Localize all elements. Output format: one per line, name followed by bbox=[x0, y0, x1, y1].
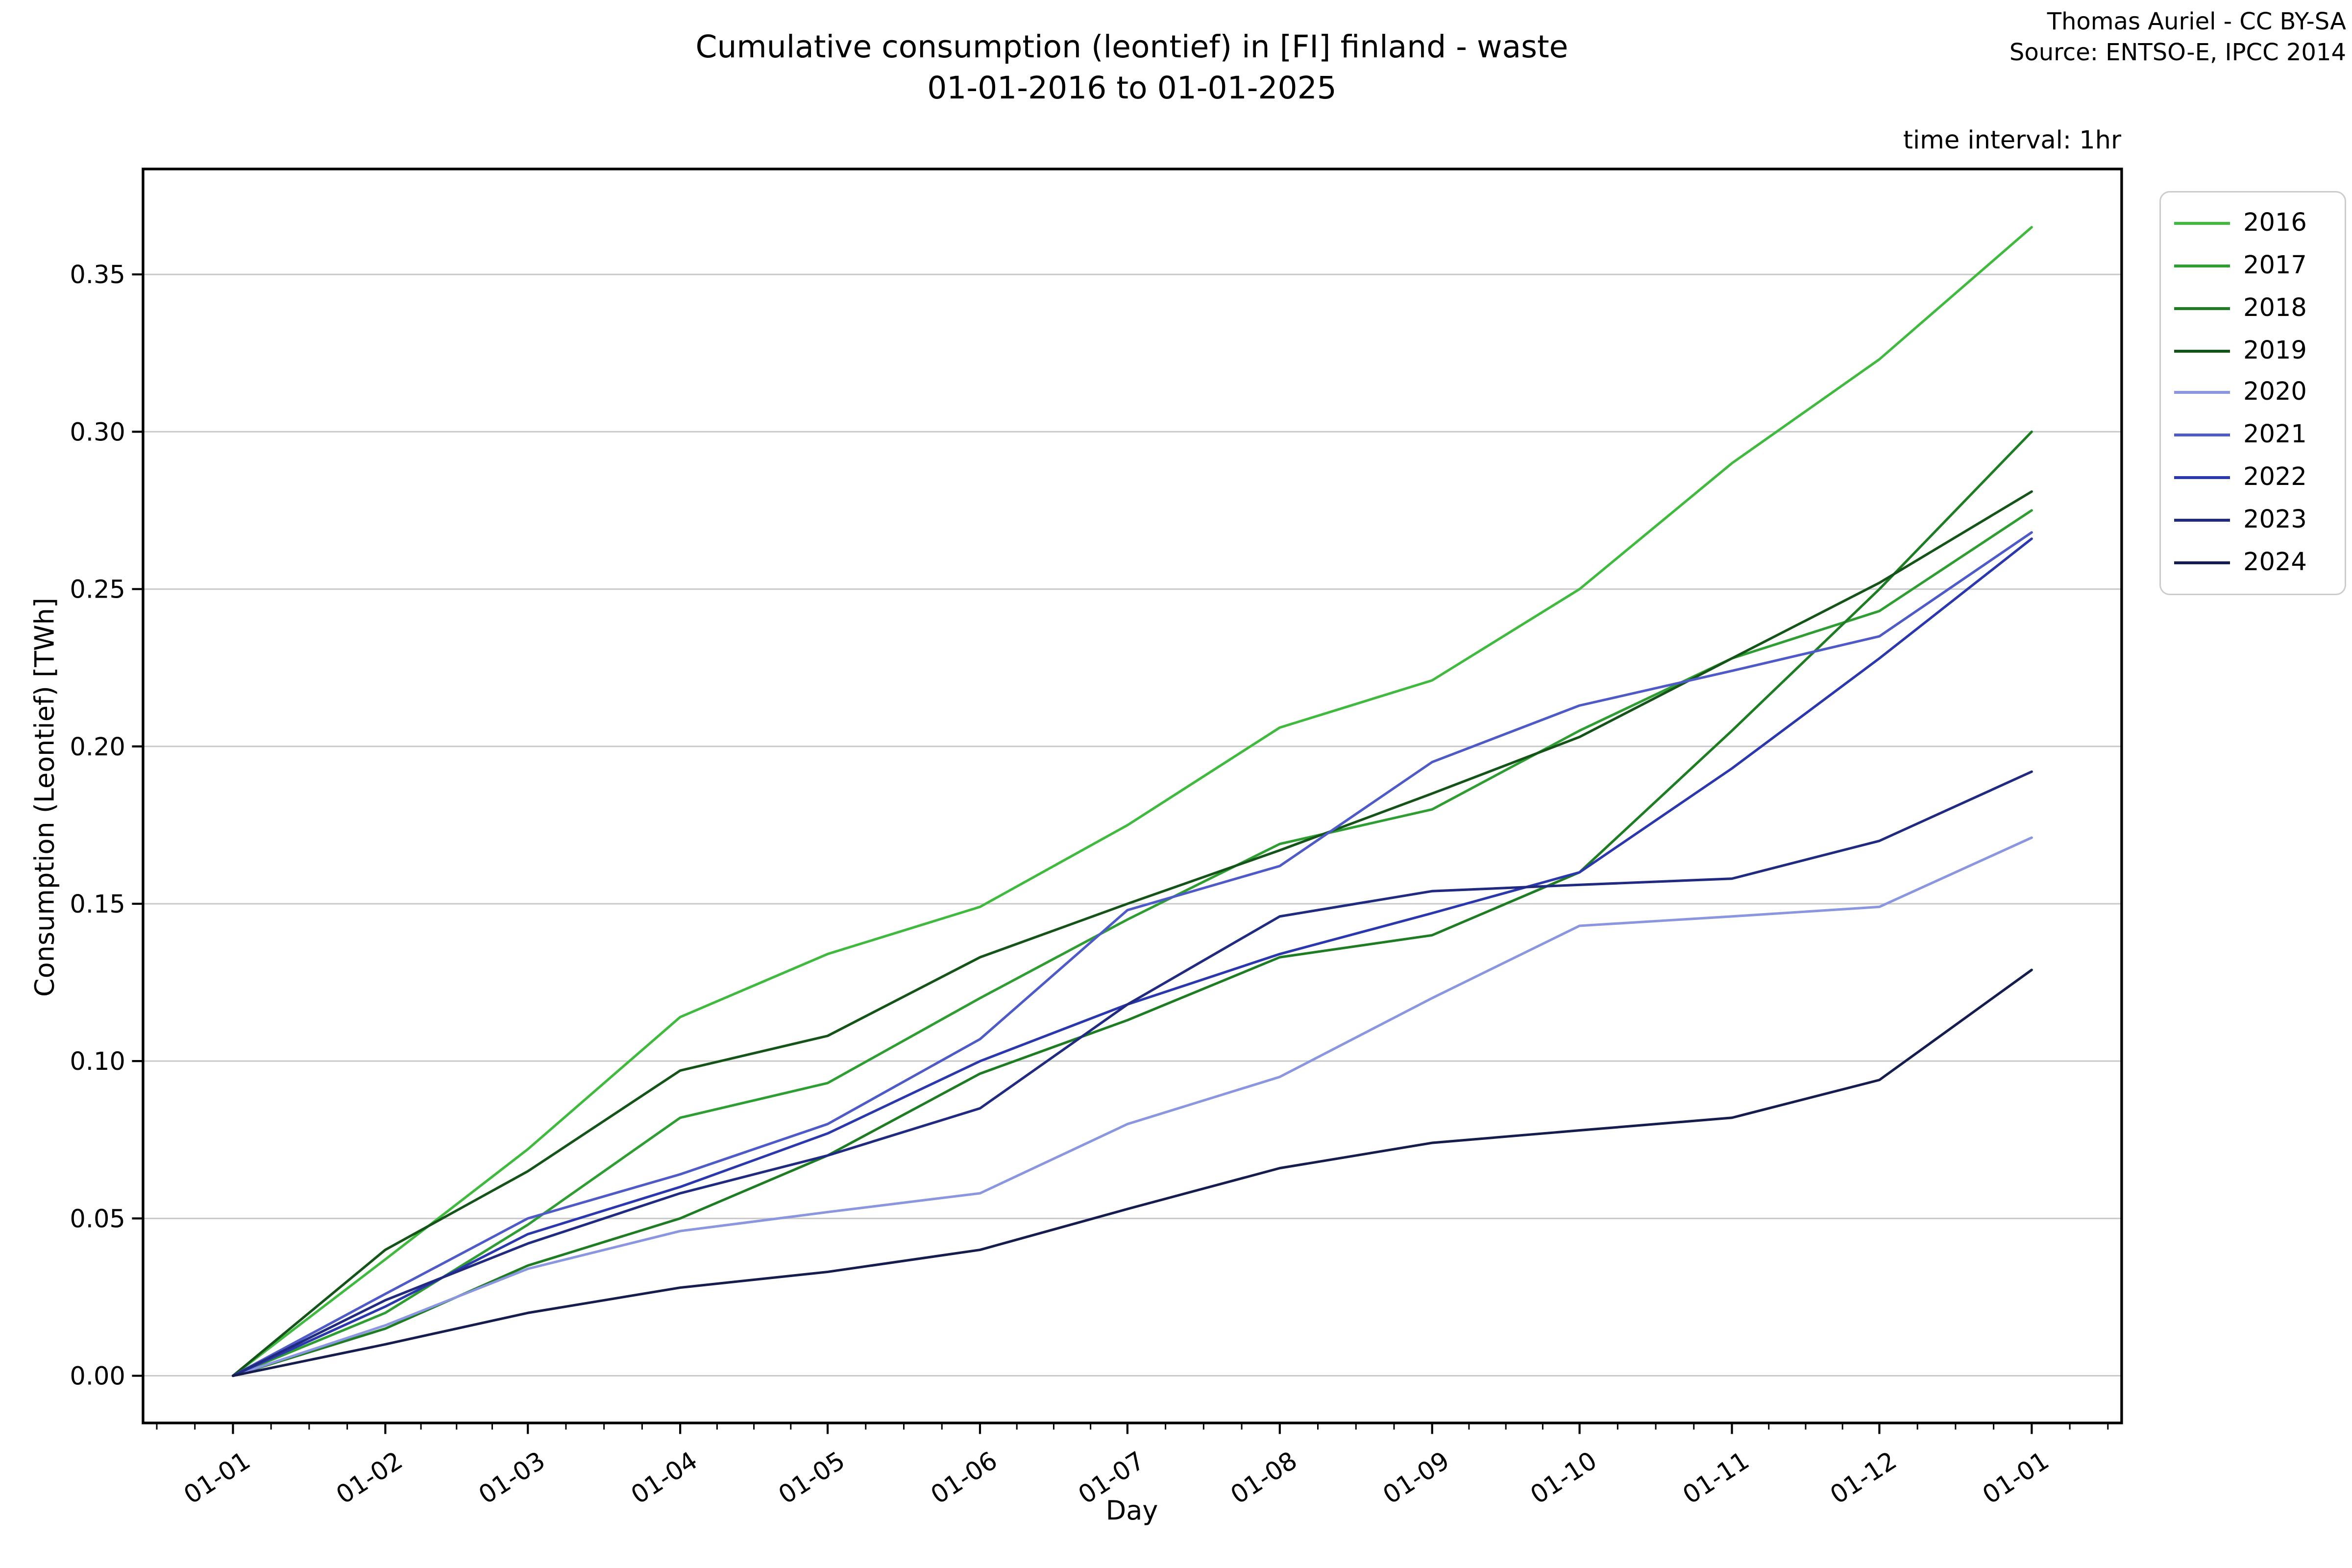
legend-line-swatch-2018 bbox=[2174, 307, 2230, 310]
credit-source: Source: ENTSO-E, IPCC 2014 bbox=[2009, 38, 2346, 66]
legend-line-swatch-2017 bbox=[2174, 264, 2230, 267]
time-interval-note: time interval: 1hr bbox=[1903, 126, 2121, 156]
x-tick-label: 01-10 bbox=[1525, 1446, 1602, 1510]
series-line-2020 bbox=[231, 836, 2033, 1377]
legend-item-2024: 2024 bbox=[2161, 548, 2345, 578]
series-line-2018 bbox=[231, 430, 2033, 1377]
x-tick-label: 01-03 bbox=[474, 1446, 550, 1510]
x-tick-label: 01-05 bbox=[774, 1446, 850, 1510]
legend-line-swatch-2016 bbox=[2174, 221, 2230, 225]
chart-title-line1: Cumulative consumption (leontief) in [FI… bbox=[695, 29, 1568, 65]
legend-line-swatch-2023 bbox=[2174, 519, 2230, 522]
y-tick-label: 0.10 bbox=[70, 1047, 125, 1076]
legend-item-2018: 2018 bbox=[2161, 293, 2345, 323]
credit-author: Thomas Auriel - CC BY-SA bbox=[2047, 7, 2346, 35]
legend-line-swatch-2020 bbox=[2174, 391, 2230, 395]
y-tick-label: 0.05 bbox=[70, 1205, 125, 1233]
legend-label-2017: 2017 bbox=[2243, 251, 2307, 281]
y-tick-label: 0.00 bbox=[70, 1362, 125, 1391]
x-axis-label: Day bbox=[1105, 1496, 1158, 1527]
legend-label-2021: 2021 bbox=[2243, 421, 2307, 451]
x-tick-label: 01-04 bbox=[626, 1446, 703, 1510]
legend: 2016 2017 2018 2019 2020 2021 2022 2023 2024 bbox=[2159, 191, 2346, 595]
legend-item-2022: 2022 bbox=[2161, 463, 2345, 493]
legend-item-2021: 2021 bbox=[2161, 421, 2345, 450]
series-line-2016 bbox=[231, 226, 2033, 1377]
legend-label-2016: 2016 bbox=[2243, 208, 2307, 238]
legend-item-2020: 2020 bbox=[2161, 378, 2345, 408]
y-tick-label: 0.25 bbox=[70, 576, 125, 604]
legend-label-2024: 2024 bbox=[2243, 548, 2307, 578]
legend-line-swatch-2024 bbox=[2174, 561, 2230, 565]
x-tick-label: 01-01 bbox=[179, 1446, 255, 1510]
credit: Thomas Auriel - CC BY-SA Source: ENTSO-E… bbox=[2009, 6, 2346, 68]
y-tick-label: 0.15 bbox=[70, 890, 125, 919]
legend-line-swatch-2019 bbox=[2174, 349, 2230, 352]
legend-label-2018: 2018 bbox=[2243, 293, 2307, 323]
x-tick-label: 01-11 bbox=[1678, 1446, 1754, 1510]
chart-title-line2: 01-01-2016 to 01-01-2025 bbox=[927, 71, 1337, 106]
legend-item-2019: 2019 bbox=[2161, 336, 2345, 365]
legend-item-2016: 2016 bbox=[2161, 209, 2345, 238]
x-tick-label: 01-02 bbox=[331, 1446, 408, 1510]
legend-label-2023: 2023 bbox=[2243, 506, 2307, 535]
y-tick-label: 0.35 bbox=[70, 261, 125, 289]
legend-label-2019: 2019 bbox=[2243, 336, 2307, 365]
legend-item-2017: 2017 bbox=[2161, 251, 2345, 280]
legend-item-2023: 2023 bbox=[2161, 506, 2345, 535]
legend-line-swatch-2022 bbox=[2174, 476, 2230, 480]
legend-label-2020: 2020 bbox=[2243, 378, 2307, 408]
x-tick-label: 01-12 bbox=[1825, 1446, 1902, 1510]
x-tick-label: 01-01 bbox=[1978, 1446, 2054, 1510]
chart-title: Cumulative consumption (leontief) in [FI… bbox=[397, 26, 1867, 109]
series-line-2023 bbox=[231, 770, 2033, 1377]
series-line-2021 bbox=[231, 531, 2033, 1377]
y-tick-label: 0.20 bbox=[70, 733, 125, 762]
series-line-2019 bbox=[231, 490, 2033, 1377]
legend-line-swatch-2021 bbox=[2174, 434, 2230, 437]
legend-label-2022: 2022 bbox=[2243, 463, 2307, 493]
x-tick-label: 01-09 bbox=[1378, 1446, 1454, 1510]
y-tick-label: 0.30 bbox=[70, 418, 125, 447]
series-line-2024 bbox=[231, 968, 2033, 1377]
axes-spines bbox=[142, 168, 2123, 1424]
y-axis-label: Consumption (Leontief) [TWh] bbox=[30, 598, 61, 997]
